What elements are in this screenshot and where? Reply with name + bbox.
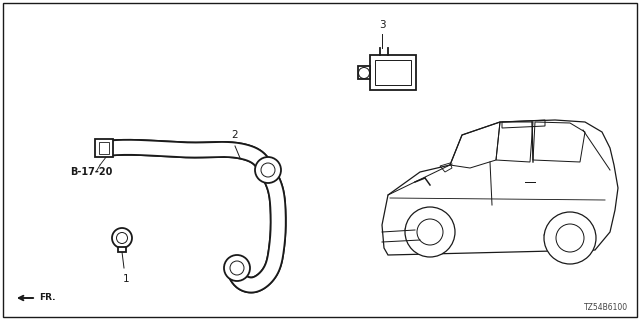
Bar — [358, 66, 370, 79]
Bar — [99, 142, 109, 154]
Text: 3: 3 — [379, 20, 385, 30]
Circle shape — [544, 212, 596, 264]
Circle shape — [224, 255, 250, 281]
Text: 1: 1 — [123, 274, 129, 284]
Circle shape — [255, 157, 281, 183]
Bar — [375, 60, 411, 85]
Bar — [118, 247, 126, 252]
Polygon shape — [109, 140, 285, 292]
Circle shape — [112, 228, 132, 248]
Text: 2: 2 — [232, 130, 238, 140]
Text: TZ54B6100: TZ54B6100 — [584, 303, 628, 312]
Text: B-17-20: B-17-20 — [70, 167, 113, 177]
FancyBboxPatch shape — [370, 55, 416, 90]
Text: FR.: FR. — [39, 293, 56, 302]
Bar — [95, 139, 113, 157]
Circle shape — [405, 207, 455, 257]
